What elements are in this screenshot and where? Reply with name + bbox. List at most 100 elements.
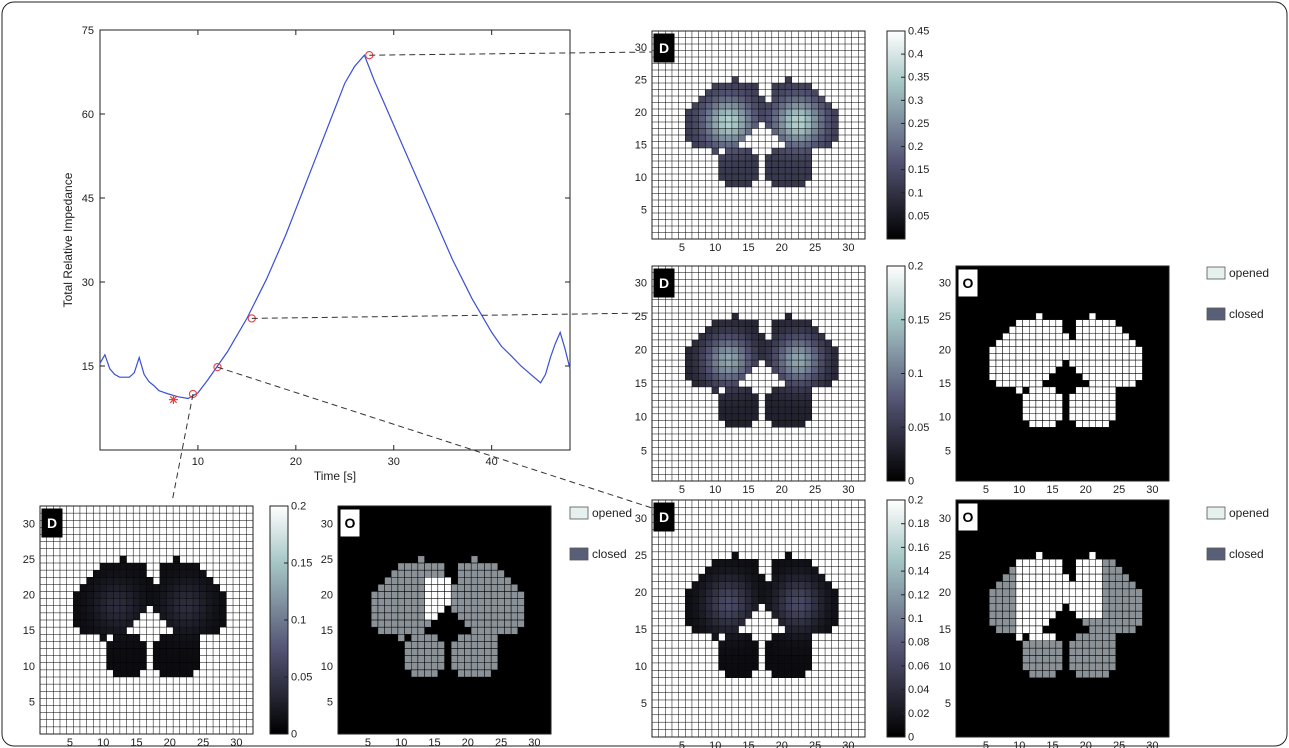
legend-label-closed: closed — [1229, 307, 1264, 321]
heatmap-cell — [424, 570, 432, 578]
heatmap-cell — [1109, 413, 1116, 421]
heatmap-cell — [159, 591, 167, 599]
heatmap-cell — [1089, 662, 1096, 671]
heatmap-cell — [745, 319, 752, 327]
heatmap-cell — [1102, 339, 1110, 347]
x-tick-label: 15 — [130, 737, 142, 748]
heatmap-cell — [99, 620, 107, 628]
heatmap-cell — [431, 612, 438, 621]
heatmap-cell — [731, 128, 739, 135]
heatmap-cell — [818, 339, 826, 347]
heatmap-cell — [1102, 596, 1110, 604]
heatmap-cell — [79, 620, 87, 628]
heatmap-cell — [139, 605, 147, 613]
heatmap-cell — [417, 627, 425, 635]
heatmap-cell — [417, 620, 425, 628]
heatmap-cell — [106, 655, 114, 663]
heatmap-cell — [745, 96, 752, 103]
heatmap-cell — [725, 326, 732, 334]
heatmap-cell — [1055, 581, 1063, 589]
y-tick-label: 30 — [23, 518, 35, 530]
cell-outline — [430, 634, 439, 642]
heatmap-cell — [771, 180, 779, 187]
heatmap-cell — [805, 566, 812, 575]
heatmap-cell — [424, 612, 432, 621]
heatmap-cell — [1035, 380, 1043, 387]
heatmap-cell — [698, 611, 706, 619]
heatmap-frame — [955, 265, 1170, 482]
heatmap-cell — [1129, 366, 1136, 374]
heatmap-cell — [705, 109, 712, 116]
heatmap-cell — [785, 83, 792, 90]
legend-label-opened: opened — [1229, 506, 1269, 520]
heatmap-cell — [1042, 611, 1050, 619]
heatmap-cell — [1002, 380, 1010, 387]
heatmap-cell — [805, 581, 812, 589]
heatmap-cell — [718, 393, 726, 401]
heatmap-cell — [1109, 333, 1116, 340]
y-axis-title: Total Relative Impedance — [61, 172, 75, 307]
heatmap-cell — [751, 588, 759, 597]
heatmap-cell — [785, 128, 792, 135]
heatmap-cell — [825, 353, 832, 361]
heatmap-cell — [193, 627, 200, 635]
heatmap-cell — [424, 577, 432, 585]
heatmap-cell — [798, 662, 806, 671]
heatmap-cell — [811, 618, 819, 626]
legend-swatch-closed — [569, 547, 589, 561]
heatmap-cell — [791, 326, 799, 334]
heatmap-cell — [818, 581, 826, 589]
heatmap-cell — [179, 570, 187, 578]
heatmap-cell — [173, 598, 180, 606]
heatmap-cell — [371, 605, 378, 613]
heatmap-cell — [153, 591, 160, 599]
heatmap-cell — [424, 591, 432, 599]
x-tick-label: 30 — [1146, 740, 1158, 748]
y-tick-label: 5 — [29, 696, 35, 708]
heatmap-cell — [805, 603, 812, 612]
heatmap-cell — [1102, 400, 1110, 408]
heatmap-cell — [798, 640, 806, 649]
heatmap-cell — [1102, 319, 1110, 327]
heatmap-cell — [93, 591, 100, 599]
heatmap-cell — [517, 620, 525, 628]
cell-outline — [504, 577, 512, 585]
heatmap-cell — [484, 634, 492, 642]
heatmap-cell — [738, 373, 746, 381]
heatmap-cell — [818, 128, 826, 135]
heatmap-cell — [417, 662, 425, 670]
heatmap-cell — [1122, 588, 1130, 597]
heatmap-cell — [1029, 420, 1036, 428]
heatmap-cell — [1035, 407, 1043, 414]
heatmap-cell — [193, 591, 200, 599]
heatmap-cell — [738, 148, 746, 155]
heatmap-cell — [785, 76, 792, 83]
heatmap-cell — [444, 591, 452, 599]
colorbar-tick-label: 0.1 — [908, 613, 923, 625]
heatmap-cell — [1042, 633, 1050, 641]
colorbar-tick-label: 0.2 — [291, 501, 306, 513]
heatmap-cell — [1095, 339, 1103, 347]
heatmap-cell — [785, 596, 792, 604]
x-tick-label: 5 — [679, 740, 685, 748]
heatmap-cell — [778, 161, 786, 168]
heatmap-cell — [186, 648, 194, 656]
heatmap-cell — [805, 373, 812, 381]
heatmap-cell — [431, 584, 438, 592]
heatmap-cell — [119, 627, 127, 635]
heatmap-cell — [1115, 596, 1123, 604]
heatmap-cell — [738, 640, 746, 649]
heatmap-cell — [718, 141, 726, 148]
heatmap-cell — [133, 598, 140, 606]
heatmap-cell — [751, 640, 759, 649]
x-tick-label: 5 — [365, 737, 371, 748]
heatmap-cell — [173, 584, 180, 592]
heatmap-cell — [785, 400, 792, 408]
heatmap-cell — [711, 588, 719, 597]
heatmap-cell — [119, 591, 127, 599]
heatmap-cell — [1115, 339, 1123, 347]
heatmap-cell — [705, 366, 712, 374]
heatmap-cell — [1109, 596, 1116, 604]
heatmap-cell — [1049, 393, 1056, 401]
heatmap-cell — [1089, 400, 1096, 408]
